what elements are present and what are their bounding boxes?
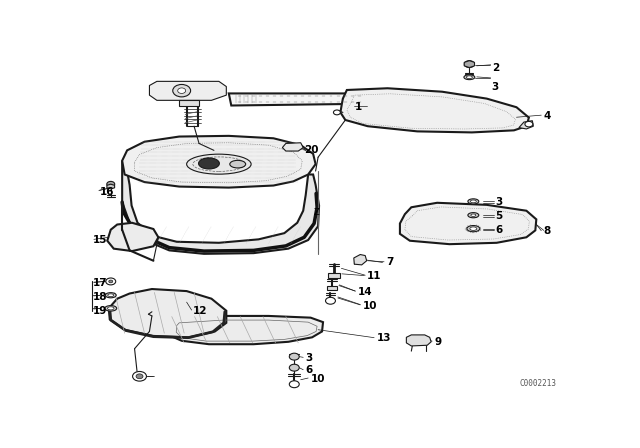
Circle shape: [289, 381, 300, 388]
Ellipse shape: [470, 227, 477, 230]
Ellipse shape: [187, 154, 251, 174]
Text: 3: 3: [492, 82, 499, 91]
Circle shape: [465, 60, 474, 68]
Text: 3: 3: [306, 353, 313, 363]
Text: 2: 2: [492, 63, 499, 73]
Text: 10: 10: [363, 301, 377, 310]
Ellipse shape: [467, 225, 480, 232]
Bar: [327, 286, 337, 290]
Polygon shape: [464, 60, 474, 68]
Polygon shape: [150, 82, 227, 100]
Text: 20: 20: [304, 145, 319, 155]
Polygon shape: [179, 100, 199, 106]
Polygon shape: [406, 335, 431, 346]
Bar: [328, 273, 340, 278]
Polygon shape: [400, 203, 536, 244]
Text: 4: 4: [544, 111, 551, 121]
Text: 15: 15: [92, 235, 107, 245]
Text: 3: 3: [495, 197, 503, 207]
Ellipse shape: [230, 160, 246, 168]
Polygon shape: [519, 121, 533, 129]
Circle shape: [525, 121, 533, 127]
Circle shape: [107, 181, 115, 187]
Polygon shape: [340, 88, 529, 133]
Text: 8: 8: [544, 226, 551, 237]
Ellipse shape: [105, 306, 116, 311]
Circle shape: [106, 278, 116, 285]
Text: 18: 18: [92, 292, 107, 302]
Polygon shape: [229, 94, 365, 106]
Circle shape: [132, 371, 147, 381]
Text: 10: 10: [310, 374, 325, 384]
Ellipse shape: [468, 199, 479, 204]
Polygon shape: [122, 136, 316, 188]
Text: 5: 5: [495, 211, 503, 221]
Polygon shape: [107, 184, 115, 189]
Ellipse shape: [467, 76, 472, 78]
Ellipse shape: [471, 214, 476, 216]
Polygon shape: [109, 289, 227, 337]
Circle shape: [333, 110, 340, 115]
Circle shape: [326, 297, 335, 304]
Circle shape: [289, 353, 300, 360]
Polygon shape: [282, 143, 303, 151]
Ellipse shape: [470, 200, 476, 203]
Polygon shape: [354, 254, 367, 265]
Polygon shape: [168, 316, 323, 344]
Ellipse shape: [468, 213, 479, 218]
Text: 6: 6: [306, 366, 313, 375]
Text: 17: 17: [92, 278, 107, 288]
Circle shape: [289, 364, 300, 371]
Text: 16: 16: [100, 187, 115, 197]
Ellipse shape: [108, 307, 114, 310]
Text: 11: 11: [367, 271, 381, 281]
Text: 12: 12: [193, 306, 207, 316]
Text: C0002213: C0002213: [519, 379, 556, 388]
Ellipse shape: [198, 158, 220, 169]
Circle shape: [173, 85, 191, 97]
Ellipse shape: [106, 293, 116, 298]
Circle shape: [178, 88, 186, 94]
Polygon shape: [122, 161, 319, 254]
Ellipse shape: [464, 75, 475, 80]
Text: 9: 9: [435, 337, 442, 347]
Ellipse shape: [108, 294, 114, 297]
Text: 6: 6: [495, 225, 503, 235]
Polygon shape: [108, 223, 158, 251]
Circle shape: [109, 280, 113, 283]
Text: Z: Z: [314, 208, 320, 217]
Text: 13: 13: [376, 333, 391, 343]
Text: 7: 7: [387, 258, 394, 267]
Text: 14: 14: [358, 287, 372, 297]
Circle shape: [136, 374, 143, 379]
Text: 1: 1: [355, 102, 362, 112]
Text: 19: 19: [92, 306, 107, 316]
